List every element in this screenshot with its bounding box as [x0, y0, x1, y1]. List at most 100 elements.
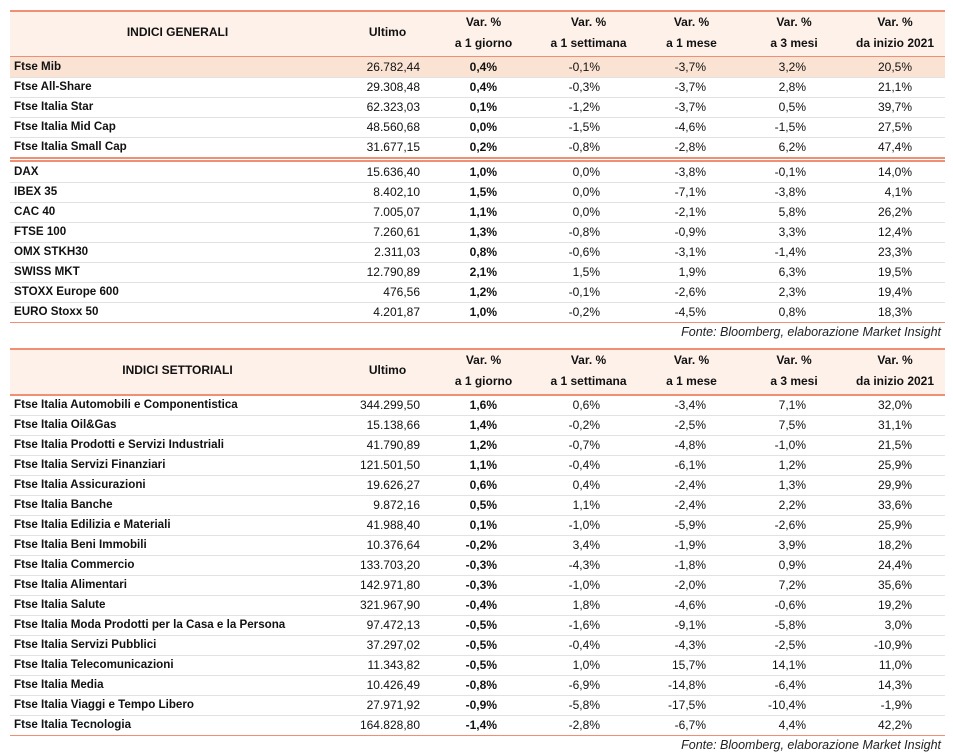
- index-name: Ftse Italia Viaggi e Tempo Libero: [14, 698, 194, 711]
- cell-value: -17,5%: [667, 698, 706, 712]
- index-name: Ftse Italia Edilizia e Materiali: [14, 518, 171, 531]
- cell-value: 2,2%: [778, 498, 806, 512]
- cell-value: 19,4%: [877, 285, 912, 299]
- cell-value: -3,4%: [674, 398, 706, 412]
- cell-value: 0,1%: [469, 100, 497, 114]
- row-rule: [10, 302, 945, 303]
- column-header: Var. %: [465, 15, 502, 29]
- cell-value: 0,6%: [469, 478, 497, 492]
- cell-value: 31.677,15: [366, 140, 420, 154]
- column-header: INDICI SETTORIALI: [122, 363, 233, 377]
- index-name: Ftse Italia Small Cap: [14, 140, 127, 153]
- cell-value: 33,6%: [877, 498, 912, 512]
- cell-value: -0,3%: [465, 578, 497, 592]
- cell-value: 14,0%: [877, 165, 912, 179]
- row-rule: [10, 615, 945, 616]
- index-name: FTSE 100: [14, 225, 67, 238]
- cell-value: -1,6%: [568, 618, 600, 632]
- cell-value: 0,0%: [572, 165, 600, 179]
- index-name: OMX STKH30: [14, 245, 89, 258]
- index-name: Ftse Italia Prodotti e Servizi Industria…: [14, 438, 225, 451]
- cell-value: -0,2%: [465, 538, 497, 552]
- group-rule: [10, 157, 945, 159]
- cell-value: -4,5%: [674, 305, 706, 319]
- cell-value: 1,2%: [469, 285, 497, 299]
- cell-value: 62.323,03: [366, 100, 420, 114]
- cell-value: 4.201,87: [373, 305, 420, 319]
- cell-value: 21,1%: [877, 80, 912, 94]
- cell-value: -2,1%: [674, 205, 706, 219]
- cell-value: 0,4%: [469, 80, 497, 94]
- cell-value: 0,8%: [469, 245, 497, 259]
- cell-value: -0,4%: [465, 598, 497, 612]
- row-rule: [10, 675, 945, 676]
- cell-value: 97.472,13: [366, 618, 420, 632]
- cell-value: -3,8%: [774, 185, 806, 199]
- column-header: Var. %: [673, 353, 710, 367]
- cell-value: 0,9%: [778, 558, 806, 572]
- cell-value: 20,5%: [877, 60, 912, 74]
- cell-value: 1,0%: [572, 658, 600, 672]
- cell-value: 0,4%: [469, 60, 497, 74]
- cell-value: 31,1%: [877, 418, 912, 432]
- index-name: Ftse Italia Oil&Gas: [14, 418, 117, 431]
- cell-value: 15,7%: [671, 658, 706, 672]
- cell-value: 1,1%: [469, 205, 497, 219]
- cell-value: 18,2%: [877, 538, 912, 552]
- cell-value: 41.790,89: [366, 438, 420, 452]
- index-name: EURO Stoxx 50: [14, 305, 99, 318]
- index-name: Ftse Italia Moda Prodotti per la Casa e …: [14, 618, 286, 631]
- cell-value: -0,2%: [568, 418, 600, 432]
- cell-value: -0,1%: [568, 60, 600, 74]
- cell-value: -1,9%: [674, 538, 706, 552]
- column-header: Var. %: [877, 15, 913, 29]
- row-highlight: [10, 57, 945, 77]
- cell-value: 1,3%: [778, 478, 806, 492]
- row-rule: [10, 655, 945, 656]
- cell-value: 1,0%: [469, 165, 497, 179]
- cell-value: 10.376,64: [366, 538, 420, 552]
- row-rule: [10, 735, 945, 736]
- cell-value: 18,3%: [877, 305, 912, 319]
- cell-value: -6,4%: [774, 678, 806, 692]
- cell-value: -1,2%: [568, 100, 600, 114]
- cell-value: 37.297,02: [366, 638, 420, 652]
- cell-value: 1,3%: [469, 225, 497, 239]
- header-background: [10, 348, 945, 394]
- cell-value: 21,5%: [877, 438, 912, 452]
- column-header: a 1 settimana: [550, 36, 627, 50]
- column-header: Var. %: [877, 353, 913, 367]
- column-header: Var. %: [673, 15, 710, 29]
- row-rule: [10, 77, 945, 78]
- cell-value: -2,6%: [674, 285, 706, 299]
- cell-value: -1,4%: [774, 245, 806, 259]
- source-note: Fonte: Bloomberg, elaborazione Market In…: [681, 325, 941, 339]
- row-rule: [10, 695, 945, 696]
- row-rule: [10, 435, 945, 436]
- index-name: Ftse Italia Media: [14, 678, 104, 691]
- cell-value: 1,9%: [678, 265, 706, 279]
- cell-value: -1,5%: [774, 120, 806, 134]
- cell-value: 15.636,40: [366, 165, 420, 179]
- row-rule: [10, 515, 945, 516]
- cell-value: -6,1%: [674, 458, 706, 472]
- header-background: [10, 10, 945, 56]
- cell-value: 133.703,20: [359, 558, 420, 572]
- cell-value: -0,4%: [568, 638, 600, 652]
- cell-value: 26.782,44: [366, 60, 420, 74]
- cell-value: 0,6%: [572, 398, 600, 412]
- source-note: Fonte: Bloomberg, elaborazione Market In…: [681, 738, 941, 752]
- row-rule: [10, 415, 945, 416]
- cell-value: -2,5%: [674, 418, 706, 432]
- index-name: Ftse Italia Beni Immobili: [14, 538, 147, 551]
- cell-value: -2,5%: [774, 638, 806, 652]
- cell-value: -2,8%: [674, 140, 706, 154]
- cell-value: 3,0%: [884, 618, 912, 632]
- cell-value: 0,4%: [572, 478, 600, 492]
- cell-value: 142.971,80: [359, 578, 420, 592]
- row-rule: [10, 242, 945, 243]
- index-name: STOXX Europe 600: [14, 285, 119, 298]
- cell-value: 0,5%: [469, 498, 497, 512]
- row-rule: [10, 455, 945, 456]
